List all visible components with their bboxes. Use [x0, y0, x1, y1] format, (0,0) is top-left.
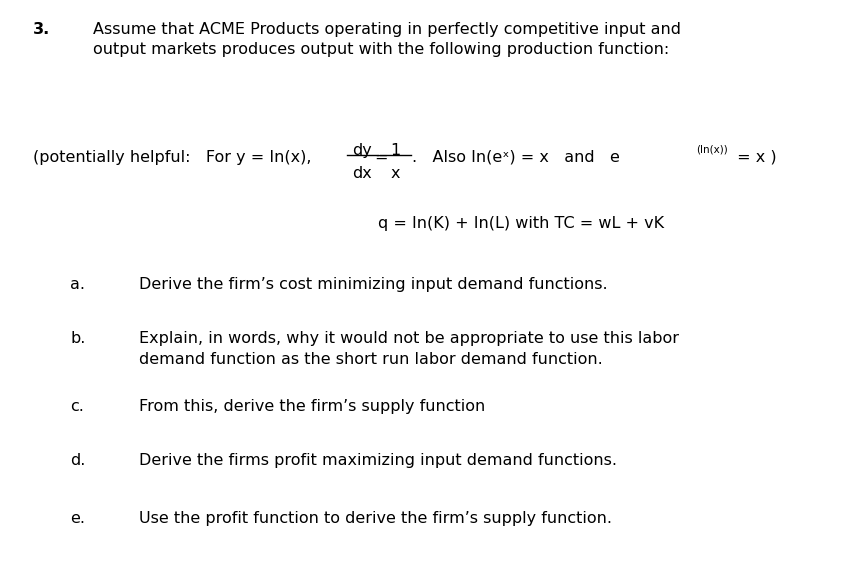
Text: c.: c. [70, 399, 84, 414]
Text: Use the profit function to derive the firm’s supply function.: Use the profit function to derive the fi… [139, 511, 612, 526]
Text: a.: a. [70, 277, 85, 293]
Text: = x ): = x ) [732, 150, 777, 165]
Text: Assume that ACME Products operating in perfectly competitive input and
output ma: Assume that ACME Products operating in p… [93, 22, 681, 57]
Text: .   Also In(eˣ) = x   and   e: . Also In(eˣ) = x and e [412, 150, 620, 165]
Text: dy: dy [353, 143, 372, 158]
Text: (In(x)): (In(x)) [696, 144, 728, 155]
Text: 3.: 3. [33, 22, 50, 37]
Text: Explain, in words, why it would not be appropriate to use this labor
demand func: Explain, in words, why it would not be a… [139, 331, 679, 367]
Text: Derive the firms profit maximizing input demand functions.: Derive the firms profit maximizing input… [139, 453, 617, 468]
Text: =: = [375, 150, 388, 165]
Text: e.: e. [70, 511, 85, 526]
Text: x: x [390, 166, 400, 182]
Text: (potentially helpful:   For y = In(x),: (potentially helpful: For y = In(x), [33, 150, 311, 165]
Text: 1: 1 [390, 143, 400, 158]
Text: b.: b. [70, 331, 86, 346]
Text: dx: dx [353, 166, 372, 182]
Text: From this, derive the firm’s supply function: From this, derive the firm’s supply func… [139, 399, 485, 414]
Text: d.: d. [70, 453, 86, 468]
Text: q = In(K) + In(L) with TC = wL + vK: q = In(K) + In(L) with TC = wL + vK [378, 216, 664, 231]
Text: Derive the firm’s cost minimizing input demand functions.: Derive the firm’s cost minimizing input … [139, 277, 608, 293]
